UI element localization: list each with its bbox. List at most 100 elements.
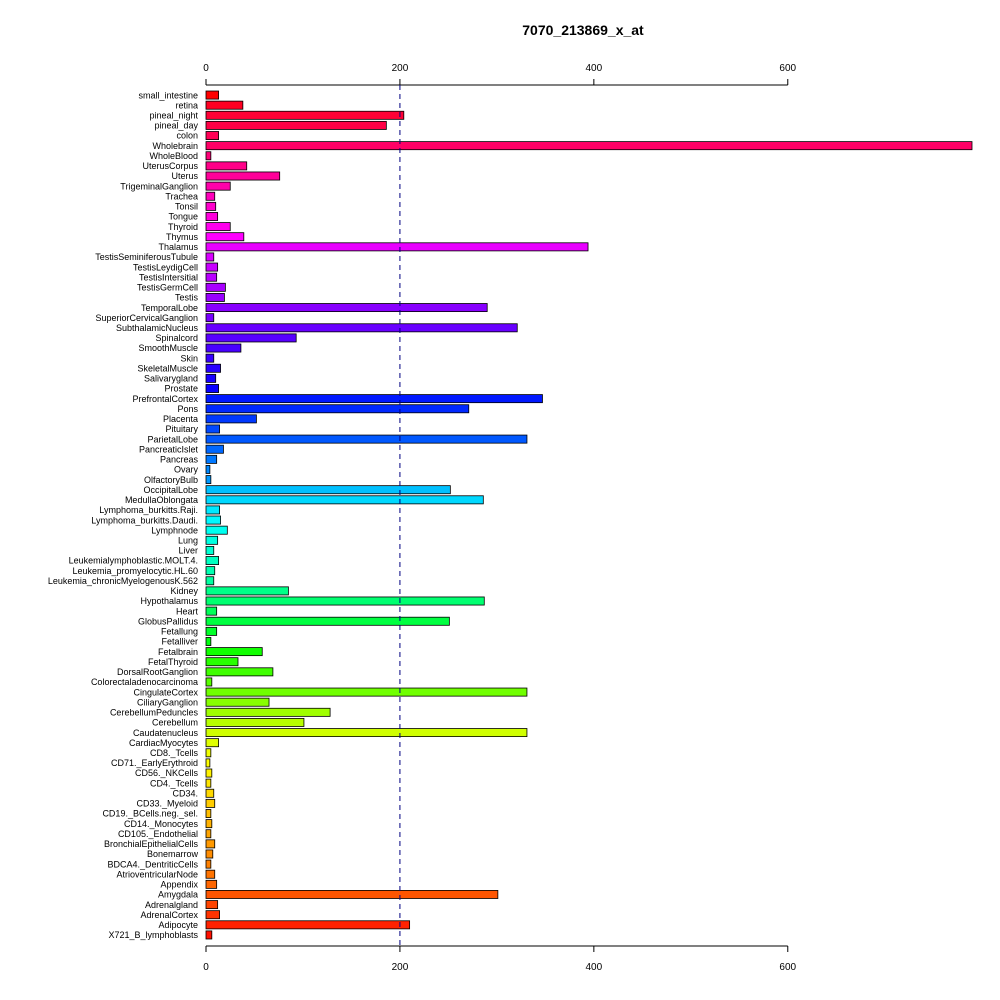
bar: [205, 161, 248, 171]
category-label: Adipocyte: [158, 920, 198, 930]
category-label: MedullaOblongata: [125, 495, 198, 505]
bar: [205, 869, 216, 879]
bottom-tick-label: 0: [203, 962, 209, 973]
top-tick-label: 0: [203, 63, 209, 74]
category-label: Colorectaladenocarcinoma: [91, 677, 198, 687]
category-label: CD105._Endothelial: [118, 829, 198, 839]
bar: [205, 414, 257, 424]
bar: [205, 566, 216, 576]
bar: [205, 768, 213, 778]
category-label: colon: [176, 131, 198, 141]
bar: [205, 151, 212, 161]
category-label: Cerebellum: [152, 718, 198, 728]
bar: [205, 444, 224, 454]
bar: [205, 384, 220, 393]
category-label: TrigeminalGanglion: [120, 181, 198, 191]
category-label: GlobusPallidus: [138, 616, 199, 626]
bar: [205, 212, 219, 221]
category-label: pineal_night: [149, 110, 198, 120]
category-label: Wholebrain: [152, 141, 198, 151]
category-label: Tongue: [168, 212, 198, 222]
bar: [205, 343, 242, 353]
top-tick-label: 400: [586, 63, 603, 74]
category-label: SkeletalMuscle: [137, 363, 198, 373]
bar: [205, 333, 297, 343]
bar: [205, 778, 212, 788]
category-label: Placenta: [163, 414, 198, 424]
bar: [205, 910, 220, 920]
bar: [205, 586, 289, 596]
bar: [205, 900, 219, 910]
bar: [205, 394, 543, 404]
bar: [205, 353, 215, 363]
bar: [205, 748, 212, 758]
category-label: CiliaryGanglion: [137, 697, 198, 707]
category-label: ParietalLobe: [147, 434, 198, 444]
bar: [205, 515, 221, 525]
bar: [205, 717, 305, 727]
bar: [205, 131, 220, 140]
category-label: Pituitary: [165, 424, 198, 434]
category-label: BronchialEpithelialCells: [104, 839, 199, 849]
category-label: Lymphoma_burkitts.Raji.: [99, 505, 198, 515]
category-label: Thalamus: [158, 242, 198, 252]
category-label: TestisIntersitial: [139, 272, 198, 282]
bar: [205, 728, 528, 738]
bottom-tick-label: 600: [779, 962, 796, 973]
bar: [205, 181, 231, 191]
bar: [205, 545, 215, 555]
category-label: CD33._Myeloid: [136, 799, 198, 809]
category-label: X721_B_lymphoblasts: [108, 930, 198, 940]
bar: [205, 637, 212, 646]
bar: [205, 535, 219, 545]
category-label: Uterus: [171, 171, 198, 181]
category-labels: small_intestineretinapineal_nightpineal_…: [48, 90, 199, 940]
bar: [205, 788, 215, 798]
category-label: Pancreas: [160, 455, 199, 465]
bar: [205, 252, 215, 262]
bar: [205, 758, 211, 768]
bar: [205, 272, 218, 282]
category-label: CD34.: [172, 788, 198, 798]
category-label: CD56._NKCells: [135, 768, 199, 778]
bar: [205, 829, 212, 839]
bar: [205, 697, 270, 707]
category-label: OlfactoryBulb: [144, 475, 198, 485]
bar: [205, 738, 220, 748]
category-label: Lung: [178, 535, 198, 545]
category-label: Fetallung: [161, 627, 198, 637]
category-label: SuperiorCervicalGanglion: [95, 313, 198, 323]
bar: [205, 819, 213, 829]
bottom-tick-label: 400: [586, 962, 603, 973]
axes: 0 0 200 200 400 400 600 600: [203, 63, 796, 973]
category-label: pineal_day: [154, 121, 198, 131]
bar: [205, 505, 220, 515]
top-tick-label: 600: [779, 63, 796, 74]
bar: [205, 323, 518, 333]
bar: [205, 90, 220, 100]
category-label: Lymphnode: [151, 525, 198, 535]
category-label: CD19._BCells.neg._sel.: [102, 809, 198, 819]
bar: [205, 859, 212, 869]
bar: [205, 475, 212, 485]
bar: [205, 920, 411, 930]
bar: [205, 292, 225, 302]
category-label: Lymphoma_burkitts.Daudi.: [91, 515, 198, 525]
category-label: retina: [175, 100, 198, 110]
category-label: WholeBlood: [149, 151, 198, 161]
bar: [205, 525, 228, 535]
category-label: small_intestine: [138, 90, 198, 100]
bar: [205, 576, 215, 586]
bar: [205, 191, 216, 201]
category-label: Skin: [180, 353, 198, 363]
category-label: Thymus: [166, 232, 199, 242]
bar: [205, 232, 245, 242]
bar: [205, 798, 216, 808]
category-label: Tonsil: [175, 202, 198, 212]
category-label: Adrenalgland: [145, 900, 198, 910]
bar: [205, 120, 387, 130]
category-label: TestisLeydigCell: [133, 262, 198, 272]
bar: [205, 485, 451, 495]
bar: [205, 707, 331, 717]
category-label: Leukemialymphoblastic.MOLT.4.: [69, 556, 198, 566]
